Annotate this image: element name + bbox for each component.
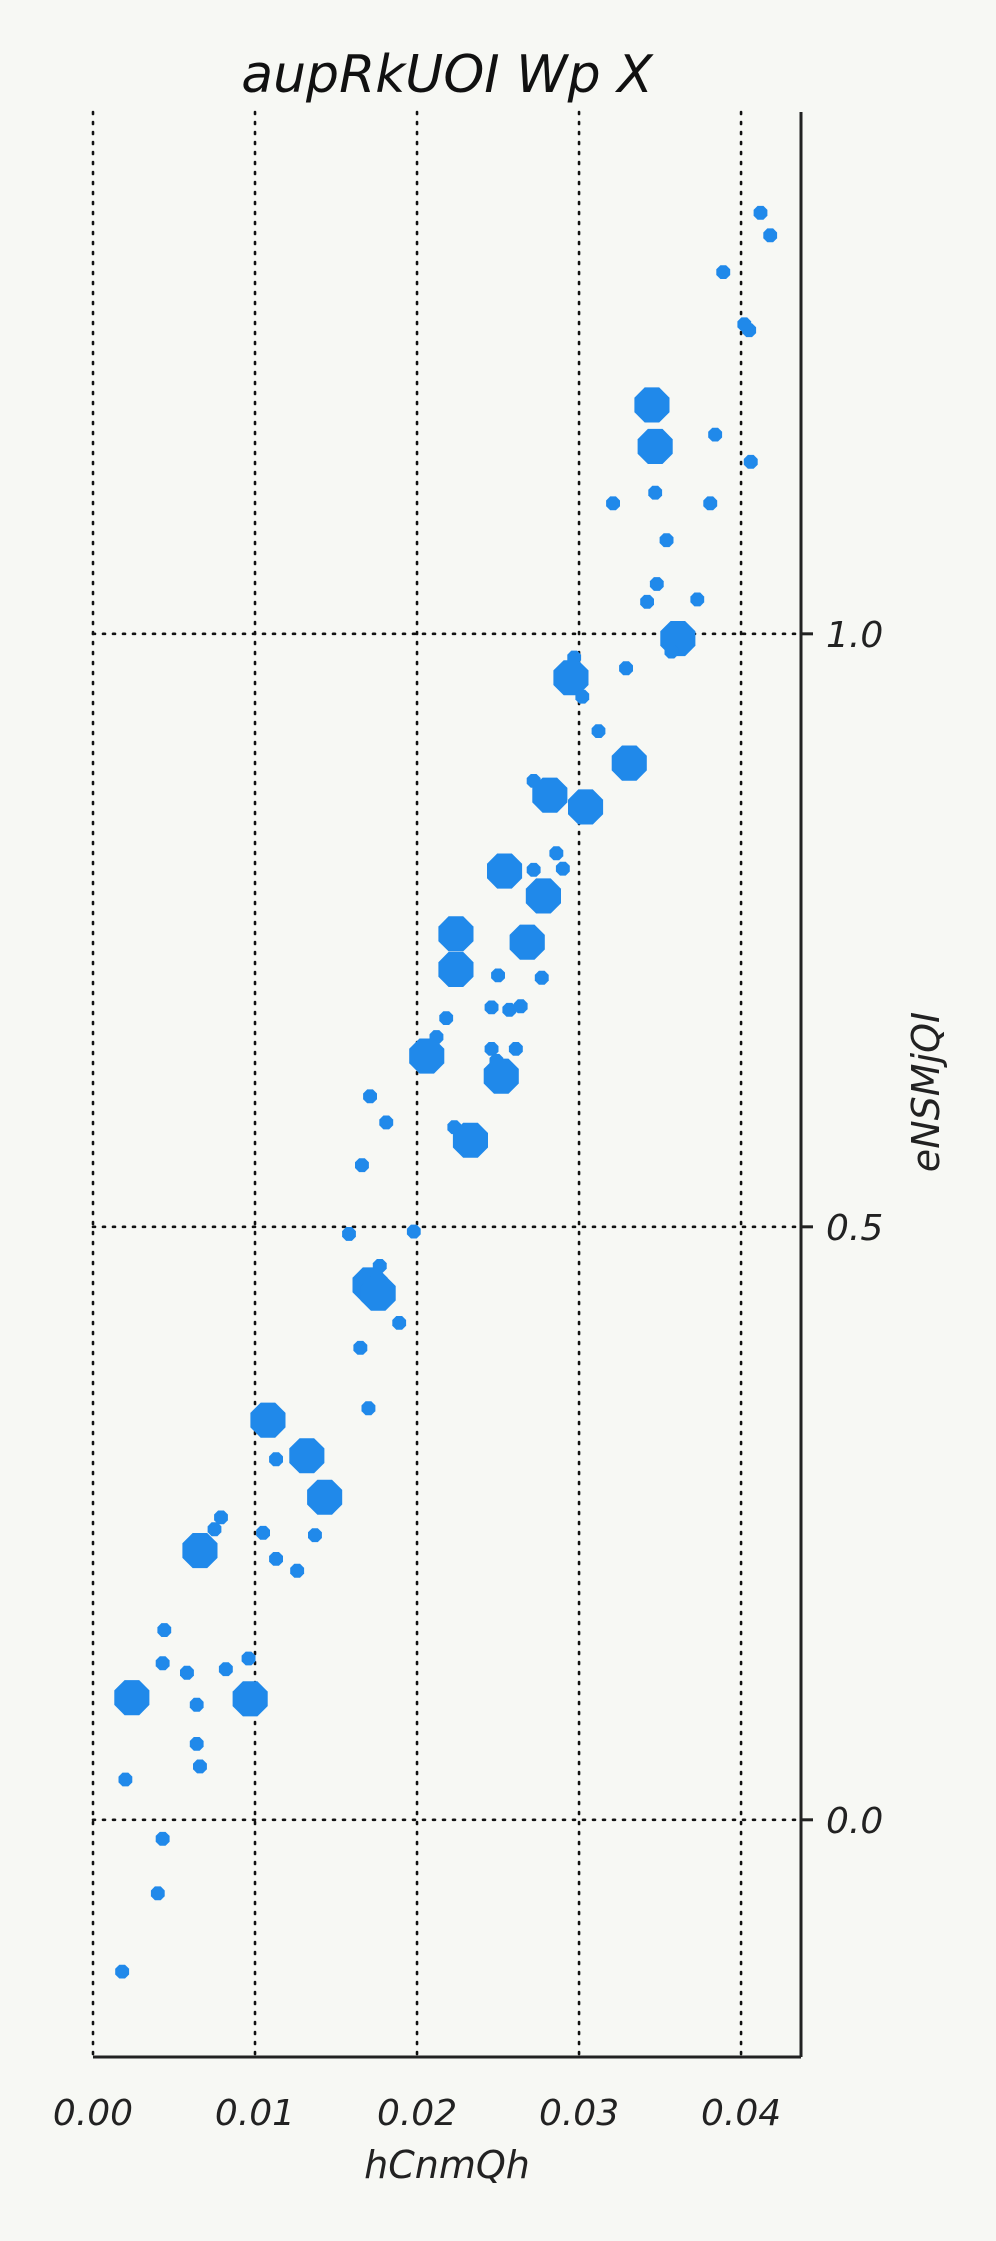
- scatter-point: [648, 485, 663, 500]
- scatter-point: [649, 577, 664, 591]
- x-axis-label: hCnmQh: [364, 2143, 530, 2187]
- scatter-point: [532, 777, 568, 813]
- scatter-point: [180, 1665, 194, 1680]
- scatter-point: [290, 1563, 305, 1578]
- scatter-point: [708, 427, 723, 442]
- scatter-point: [484, 1042, 499, 1056]
- y-tick-label: 1.0: [826, 615, 883, 656]
- scatter-point: [363, 1089, 377, 1104]
- scatter-point: [502, 1002, 517, 1017]
- scatter-point: [409, 1038, 445, 1074]
- scatter-point: [513, 999, 528, 1014]
- scatter-point: [189, 1737, 204, 1751]
- scatter-point: [307, 1479, 343, 1515]
- scatter-point: [182, 1533, 218, 1569]
- scatter-point: [553, 660, 589, 696]
- scatter-point: [392, 1316, 407, 1330]
- scatter-point: [534, 970, 549, 985]
- scatter-point: [155, 1656, 170, 1671]
- scatter-point: [664, 644, 679, 659]
- scatter-point: [659, 533, 674, 548]
- scatter-point: [269, 1552, 283, 1566]
- scatter-point: [508, 1042, 523, 1056]
- scatter-point: [743, 454, 758, 469]
- y-tick-label: 0.0: [826, 1801, 883, 1842]
- scatter-point: [342, 1227, 356, 1241]
- scatter-point: [640, 594, 654, 609]
- scatter-point: [157, 1623, 172, 1637]
- x-tick-label: 0.02: [377, 2093, 457, 2134]
- scatter-point: [155, 1831, 170, 1846]
- scatter-point: [742, 323, 757, 338]
- scatter-point: [634, 387, 670, 423]
- scatter-point: [150, 1886, 165, 1901]
- data-points: [114, 205, 778, 1979]
- scatter-point: [355, 1158, 369, 1173]
- scatter-point: [606, 496, 620, 511]
- scatter-point: [439, 1011, 454, 1025]
- scatter-point: [269, 1452, 283, 1467]
- scatter-point: [549, 846, 564, 861]
- scatter-point: [483, 1058, 519, 1094]
- scatter-point: [555, 861, 570, 876]
- x-tick-label: 0.00: [53, 2093, 133, 2134]
- scatter-point: [690, 592, 705, 607]
- scatter-point: [452, 1122, 488, 1158]
- scatter-point: [118, 1772, 133, 1787]
- scatter-point: [525, 878, 561, 914]
- scatter-point: [716, 265, 731, 279]
- scatter-point: [256, 1525, 270, 1540]
- scatter-point: [379, 1115, 394, 1130]
- scatter-point: [484, 1000, 499, 1015]
- scatter-point: [487, 853, 523, 889]
- scatter-point: [568, 789, 604, 825]
- scatter-point: [115, 1964, 130, 1979]
- axes: [93, 112, 803, 2059]
- scatter-point: [611, 745, 647, 781]
- scatter-point: [218, 1662, 233, 1677]
- scatter-point: [703, 496, 718, 511]
- scatter-point: [526, 862, 541, 877]
- scatter-point: [438, 916, 474, 952]
- scatter-point: [619, 661, 633, 676]
- scatter-point: [250, 1402, 286, 1438]
- scatter-point: [361, 1401, 376, 1416]
- scatter-point: [353, 1340, 368, 1355]
- chart-title: aupRkUOI Wp X: [241, 45, 654, 105]
- scatter-point: [207, 1522, 222, 1537]
- tick-labels: 0.00 0.01 0.02 0.03 0.04 0.0 0.5 1.0: [53, 615, 883, 2134]
- scatter-point: [637, 428, 673, 464]
- x-tick-label: 0.03: [539, 2093, 619, 2134]
- scatter-point: [763, 228, 778, 243]
- scatter-point: [214, 1510, 228, 1525]
- scatter-point: [189, 1697, 204, 1712]
- scatter-point: [308, 1528, 322, 1543]
- scatter-point: [360, 1275, 396, 1311]
- scatter-point: [753, 205, 768, 220]
- y-axis-label: eNSMjQI: [904, 1012, 948, 1172]
- scatter-point: [241, 1651, 256, 1666]
- scatter-point: [491, 968, 505, 983]
- scatter-point: [406, 1224, 421, 1239]
- scatter-point: [114, 1680, 150, 1716]
- x-tick-label: 0.01: [215, 2093, 295, 2134]
- x-tick-label: 0.04: [701, 2093, 781, 2134]
- scatter-point: [193, 1759, 207, 1774]
- scatter-point: [509, 924, 545, 960]
- scatter-point: [232, 1681, 268, 1717]
- scatter-point: [289, 1438, 325, 1474]
- scatter-point: [438, 951, 474, 987]
- y-tick-label: 0.5: [826, 1208, 883, 1249]
- scatter-point: [575, 689, 590, 704]
- scatter-point: [591, 724, 606, 738]
